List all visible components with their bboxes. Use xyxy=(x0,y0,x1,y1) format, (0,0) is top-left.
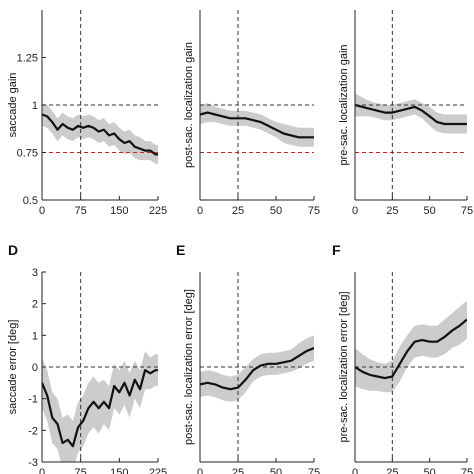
x-tick-label: 25 xyxy=(232,467,244,474)
panel-letter: D xyxy=(8,242,18,258)
plot-area xyxy=(42,272,158,462)
y-axis-label: pre-sac. localization error [deg] xyxy=(338,291,350,442)
chart-panel-4: 0 75 150 225 -3 -2 -1 0 1 2 3 saccade error [deg] D xyxy=(7,242,167,474)
chart-panel-2: 0 25 50 75 post-sac. localization gain xyxy=(183,10,320,217)
y-tick-label: 1 xyxy=(32,330,38,342)
x-tick-label: 75 xyxy=(75,467,87,474)
y-tick-label: 1.25 xyxy=(17,53,38,65)
chart-panel-5: 0 25 50 75 post-sac. localization error [deg… xyxy=(176,242,320,474)
mean-line xyxy=(42,369,158,448)
x-tick-label: 50 xyxy=(424,467,436,474)
chart-panel-6: 0 25 50 75 pre-sac. localization error [deg]… xyxy=(332,242,473,474)
y-tick-label: 1 xyxy=(32,100,38,112)
x-tick-label: 75 xyxy=(461,467,473,474)
plot-area xyxy=(355,10,467,200)
x-tick-label: 0 xyxy=(39,205,45,217)
y-tick-label: -1 xyxy=(28,394,38,406)
chart-panel-3: 0 25 50 75 pre-sac. localization gain xyxy=(338,10,473,217)
confidence-band xyxy=(200,103,314,147)
confidence-band xyxy=(42,103,158,164)
plot-area xyxy=(42,10,158,200)
y-axis-label: saccade gain xyxy=(7,73,19,138)
panel-letter: E xyxy=(176,242,185,258)
x-tick-label: 75 xyxy=(308,205,320,217)
mean-line xyxy=(355,318,467,380)
plot-area xyxy=(355,272,467,462)
x-tick-label: 0 xyxy=(39,467,45,474)
x-tick-label: 25 xyxy=(386,467,398,474)
y-tick-label: 0 xyxy=(32,362,38,374)
y-axis-label: post-sac. localization gain xyxy=(183,42,195,168)
plot-area xyxy=(200,10,314,200)
y-tick-label: -2 xyxy=(28,425,38,437)
mean-line xyxy=(355,103,467,126)
x-tick-label: 225 xyxy=(149,467,167,474)
x-tick-label: 0 xyxy=(197,205,203,217)
mean-line xyxy=(200,111,314,139)
x-tick-label: 75 xyxy=(75,205,87,217)
x-tick-label: 150 xyxy=(110,467,128,474)
y-axis-label: post-sac. localization error [deg] xyxy=(183,289,195,445)
y-tick-label: -3 xyxy=(28,457,38,469)
y-tick-label: 2 xyxy=(32,299,38,311)
y-axis-label: saccade error [deg] xyxy=(7,320,19,415)
plot-area xyxy=(200,272,314,462)
x-tick-label: 25 xyxy=(232,205,244,217)
x-tick-label: 150 xyxy=(110,205,128,217)
y-tick-label: 3 xyxy=(32,267,38,279)
x-tick-label: 50 xyxy=(424,205,436,217)
x-tick-label: 75 xyxy=(308,467,320,474)
confidence-band xyxy=(42,351,158,462)
x-tick-label: 225 xyxy=(149,205,167,217)
panel-letter: F xyxy=(332,242,341,258)
chart-panel-1: 0 75 150 225 0.5 0.75 1 1.25 saccade gain xyxy=(7,10,167,217)
y-axis-label: pre-sac. localization gain xyxy=(338,44,350,165)
y-tick-label: 0.75 xyxy=(17,148,38,160)
mean-line xyxy=(200,346,314,391)
y-tick-label: 0.5 xyxy=(23,195,38,207)
confidence-band xyxy=(355,93,467,134)
x-tick-label: 0 xyxy=(197,467,203,474)
x-tick-label: 50 xyxy=(270,467,282,474)
x-tick-label: 0 xyxy=(352,467,358,474)
x-tick-label: 50 xyxy=(270,205,282,217)
mean-line xyxy=(42,113,158,156)
x-tick-label: 25 xyxy=(386,205,398,217)
x-tick-label: 0 xyxy=(352,205,358,217)
x-tick-label: 75 xyxy=(461,205,473,217)
